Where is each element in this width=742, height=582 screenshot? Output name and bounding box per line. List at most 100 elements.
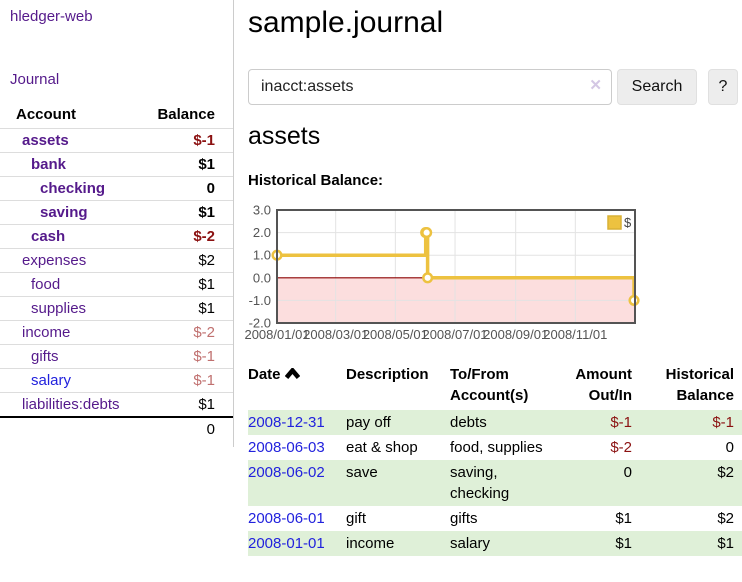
account-link-assets[interactable]: assets: [22, 132, 69, 149]
register-amount-cell: $-1: [610, 414, 632, 431]
y-tick-label: 2.0: [253, 225, 271, 240]
account-balance: $1: [131, 152, 233, 177]
account-name-cell: expenses: [0, 248, 132, 273]
chart-label: Historical Balance:: [248, 172, 384, 189]
account-name-cell: salary: [0, 368, 132, 393]
account-row: gifts $-1: [0, 344, 233, 369]
register-date-cell: 2008-01-01: [248, 531, 346, 556]
account-page-title: assets: [248, 122, 321, 150]
register-col-description[interactable]: Description: [346, 366, 429, 383]
register-col-amount[interactable]: Amount Out/In: [575, 366, 632, 404]
register-col-date[interactable]: Date: [248, 362, 346, 410]
register-amount-cell: $1: [615, 510, 632, 527]
account-balance: 0: [131, 176, 233, 201]
account-link-saving[interactable]: saving: [40, 204, 88, 221]
register-amount-cell: $-2: [610, 439, 632, 456]
account-link-salary[interactable]: salary: [31, 372, 72, 389]
accounts-header-row: Account Balance: [0, 103, 233, 129]
register-col-historical[interactable]: Historical Balance: [665, 366, 734, 404]
y-tick-label: -2.0: [249, 316, 271, 331]
account-name-cell: income: [0, 320, 132, 345]
x-tick-label: 2008/11/01: [543, 327, 607, 342]
register-accounts-cell: gifts: [450, 510, 478, 527]
account-balance: $1: [131, 392, 233, 417]
register-row: 2008-06-01 gift gifts $1 $2: [248, 506, 742, 531]
help-button[interactable]: ?: [708, 69, 738, 105]
register-amount-cell: $1: [615, 535, 632, 552]
main-content: sample.journal ✕ Search ? assets Histori…: [244, 0, 742, 556]
y-tick-label: 0.0: [253, 270, 271, 285]
transaction-date-link[interactable]: 2008-01-01: [248, 535, 325, 552]
account-balance: $-2: [131, 320, 233, 345]
register-balance-cell: $2: [717, 510, 734, 527]
register-description-cell: gift: [346, 510, 367, 527]
account-link-checking[interactable]: checking: [40, 180, 106, 197]
register-date-cell: 2008-12-31: [248, 410, 346, 435]
account-link-gifts[interactable]: gifts: [31, 348, 59, 365]
account-balance: $1: [131, 296, 233, 321]
search-button[interactable]: Search: [617, 69, 697, 105]
x-tick-label: 2008/09/01: [483, 327, 548, 342]
transaction-date-link[interactable]: 2008-12-31: [248, 414, 325, 431]
register-description-cell: pay off: [346, 414, 391, 431]
register-balance-cell: 0: [725, 439, 734, 456]
legend-swatch: [607, 215, 622, 230]
account-link-income[interactable]: income: [22, 324, 71, 341]
account-name-cell: liabilities:debts: [0, 392, 132, 417]
account-balance: $-1: [131, 368, 233, 393]
accounts-header-balance: Balance: [157, 106, 215, 123]
account-balance: $2: [131, 248, 233, 273]
register-date-cell: 2008-06-01: [248, 506, 346, 531]
data-point: [422, 272, 434, 284]
x-tick-label: 2008/01/01: [245, 327, 310, 342]
search-box: ✕: [248, 69, 612, 105]
register-amount-cell: 0: [623, 464, 632, 481]
account-link-bank[interactable]: bank: [31, 156, 67, 173]
register-row: 2008-01-01 income salary $1 $1: [248, 531, 742, 556]
account-balance: $-1: [131, 128, 233, 153]
account-link-cash[interactable]: cash: [31, 228, 66, 245]
account-link-supplies[interactable]: supplies: [31, 300, 87, 317]
register-description-cell: save: [346, 464, 378, 481]
account-name-cell: food: [0, 272, 132, 297]
account-row: assets $-1: [0, 128, 233, 153]
register-row: 2008-06-03 eat & shop food, supplies $-2 0: [248, 435, 742, 460]
register-accounts-cell: debts: [450, 414, 487, 431]
account-name-cell: checking: [0, 176, 132, 201]
account-name-cell: bank: [0, 152, 132, 177]
register-accounts-cell: food, supplies: [450, 439, 543, 456]
register-table-body: 2008-12-31 pay off debts $-1 $-1 2008-06-03 ea…: [248, 410, 742, 556]
account-link-liabilities:debts[interactable]: liabilities:debts: [22, 395, 120, 413]
historical-balance-chart: 3.0 2.0 1.0 0.0 -1.0 -2.0 2008/01/01 2008/03/01…: [244, 200, 642, 348]
y-tick-label: 1.0: [253, 248, 271, 263]
register-balance-cell: $-1: [712, 414, 734, 431]
clear-search-icon[interactable]: ✕: [589, 77, 602, 94]
account-link-food[interactable]: food: [31, 276, 61, 293]
register-balance-cell: $1: [717, 535, 734, 552]
account-link-expenses[interactable]: expenses: [22, 252, 87, 269]
account-row: liabilities:debts $1: [0, 392, 233, 417]
data-point: [421, 227, 433, 239]
account-row: saving $1: [0, 200, 233, 225]
accounts-total-spacer: [0, 415, 132, 441]
transaction-date-link[interactable]: 2008-06-02: [248, 464, 325, 481]
search-input[interactable]: [248, 69, 612, 105]
sidebar: hledger-web Journal Account Balance asse…: [0, 0, 234, 447]
sort-ascending-icon: [284, 368, 300, 379]
x-tick-label: 2008/07/01: [422, 327, 487, 342]
register-balance-cell: $2: [717, 464, 734, 481]
sidebar-item-journal[interactable]: Journal: [10, 71, 60, 88]
y-tick-label: -1.0: [249, 293, 271, 308]
account-name-cell: supplies: [0, 296, 132, 321]
account-row: supplies $1: [0, 296, 233, 321]
brand-link[interactable]: hledger-web: [10, 8, 93, 25]
register-description-cell: eat & shop: [346, 439, 418, 456]
accounts-table: Account Balance assets $-1 bank $1 checking 0…: [0, 103, 233, 441]
account-row: income $-2: [0, 320, 233, 345]
plot-border: [276, 209, 636, 324]
register-col-to/from[interactable]: To/From Account(s): [450, 366, 529, 404]
transaction-date-link[interactable]: 2008-06-01: [248, 510, 325, 527]
transaction-date-link[interactable]: 2008-06-03: [248, 439, 325, 456]
account-balance: $-2: [131, 224, 233, 249]
register-description-cell: income: [346, 535, 395, 552]
